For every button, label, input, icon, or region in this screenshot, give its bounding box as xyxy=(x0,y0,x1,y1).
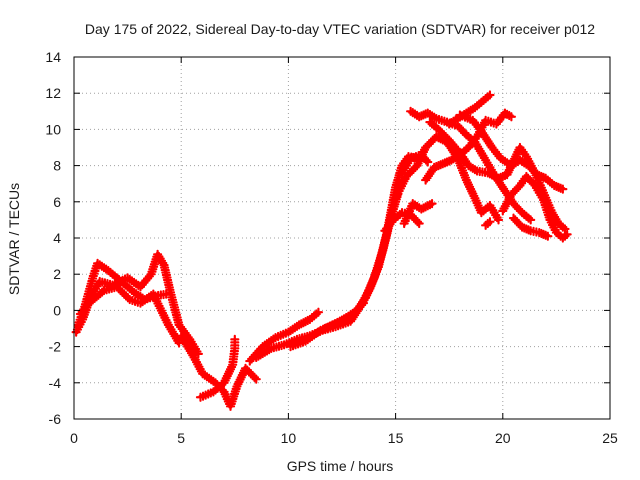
y-tick-label: 12 xyxy=(45,85,61,101)
data-point xyxy=(427,199,437,209)
y-axis-label: SDTVAR / TECUs xyxy=(6,183,22,295)
data-point xyxy=(493,215,504,225)
x-axis-label: GPS time / hours xyxy=(287,458,394,474)
grid xyxy=(74,57,610,419)
data-point xyxy=(558,184,568,194)
data-point xyxy=(251,374,261,384)
y-tick-label: 10 xyxy=(45,121,61,137)
y-tick-label: 8 xyxy=(53,158,61,174)
ticks: 0 5 10 15 20 25 -6 -4 -2 0 2 4 6 8 10 12 14 xyxy=(45,49,618,446)
data-series xyxy=(455,110,568,194)
x-tick-label: 5 xyxy=(177,430,185,446)
data-point xyxy=(313,307,324,317)
data-series xyxy=(391,132,504,225)
x-tick-label: 10 xyxy=(281,430,297,446)
data-series xyxy=(498,171,572,243)
data-series xyxy=(195,334,240,402)
data-point xyxy=(506,112,516,122)
y-tick-label: 14 xyxy=(45,49,61,65)
x-tick-label: 15 xyxy=(388,430,404,446)
y-tick-label: -2 xyxy=(49,339,62,355)
data-point xyxy=(485,90,495,100)
data-point xyxy=(161,289,171,299)
y-tick-label: 0 xyxy=(53,302,61,318)
chart-title: Day 175 of 2022, Sidereal Day-to-day VTE… xyxy=(85,21,595,37)
data-series xyxy=(73,258,171,330)
y-tick-label: 4 xyxy=(53,230,61,246)
data-point xyxy=(526,215,536,225)
data-series xyxy=(75,282,184,348)
data-point xyxy=(543,231,553,241)
data-point xyxy=(414,218,424,229)
x-tick-label: 20 xyxy=(495,430,511,446)
data-series xyxy=(176,331,261,411)
x-tick-label: 25 xyxy=(602,430,618,446)
data-series xyxy=(425,117,570,234)
x-tick-label: 0 xyxy=(70,430,78,446)
y-tick-label: 6 xyxy=(53,194,61,210)
data-point xyxy=(423,157,433,167)
data-series xyxy=(508,213,553,241)
y-tick-label: -4 xyxy=(49,375,62,391)
data-series xyxy=(245,307,324,366)
data-series xyxy=(399,199,437,229)
data-point xyxy=(562,229,572,239)
data-point xyxy=(485,217,495,227)
series-group xyxy=(71,90,572,411)
data-series xyxy=(481,217,495,230)
data-point xyxy=(560,224,570,234)
data-point xyxy=(358,298,369,308)
data-point xyxy=(193,349,203,359)
y-tick-label: 2 xyxy=(53,266,61,282)
data-series xyxy=(320,298,369,334)
y-tick-label: -6 xyxy=(49,411,62,427)
data-point xyxy=(230,334,240,344)
